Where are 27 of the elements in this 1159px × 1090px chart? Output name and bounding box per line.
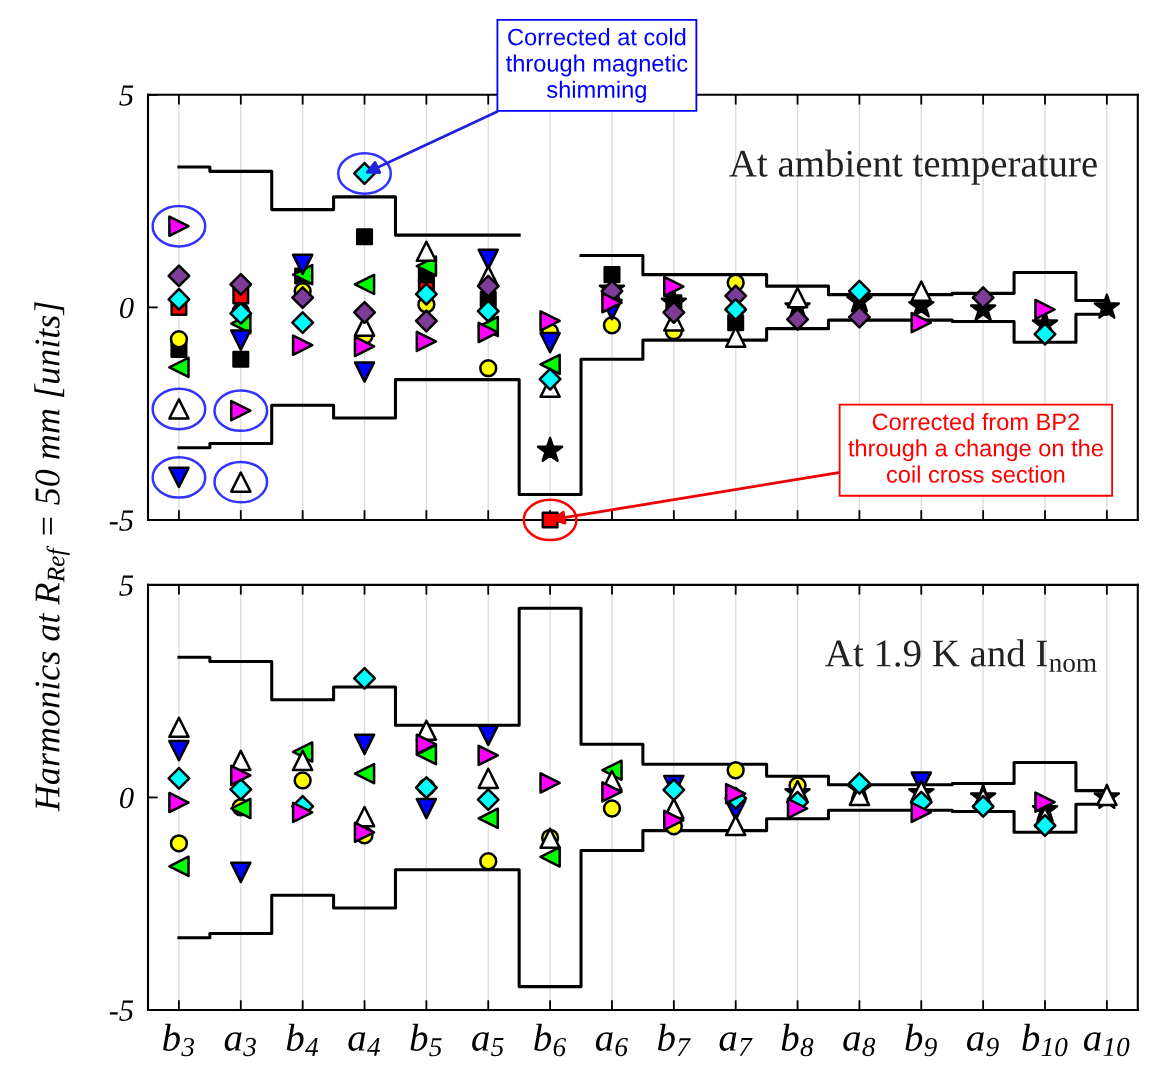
x-tick-label: a$_{5}$ [472, 1032, 504, 1057]
x-tick-label: a$_{8}$ [843, 1032, 876, 1057]
y-axis-title: Harmonics at R$_{Ref}$ = 50 mm [units] [34, 302, 70, 812]
x-tick-label: a$_{4}$ [348, 1032, 380, 1056]
annotation: At 1.9 K and I$_{nom}$ [825, 639, 1097, 672]
y-tick-label: 5 [119, 85, 134, 106]
annotation: Corrected at cold through magnetic shimming [506, 28, 688, 103]
x-tick-label: b$_{9}$ [905, 1023, 937, 1057]
x-tick-label: a$_{10}$ [1083, 1032, 1130, 1057]
y-tick-label: 5 [119, 575, 134, 596]
x-tick-label: b$_{3}$ [163, 1023, 195, 1057]
y-tick-label: 0 [120, 297, 134, 319]
y-tick-label: -5 [109, 510, 134, 531]
annotation: At ambient temperature [729, 149, 1097, 185]
y-tick-label: -5 [109, 1000, 134, 1021]
x-tick-label: b$_{7}$ [657, 1023, 691, 1056]
x-tick-label: b$_{10}$ [1022, 1023, 1068, 1057]
x-tick-label: a$_{6}$ [595, 1032, 628, 1057]
x-tick-label: b$_{6}$ [534, 1023, 567, 1057]
x-tick-label: b$_{4}$ [286, 1023, 319, 1056]
y-tick-label: 0 [120, 787, 134, 809]
x-tick-label: a$_{7}$ [719, 1032, 753, 1056]
x-tick-label: b$_{5}$ [410, 1023, 442, 1057]
annotation: Corrected from BP2 through a change on the coil cross section [848, 412, 1103, 483]
x-tick-label: b$_{8}$ [781, 1023, 814, 1057]
x-tick-label: a$_{9}$ [966, 1032, 999, 1057]
x-tick-label: a$_{3}$ [224, 1032, 256, 1057]
